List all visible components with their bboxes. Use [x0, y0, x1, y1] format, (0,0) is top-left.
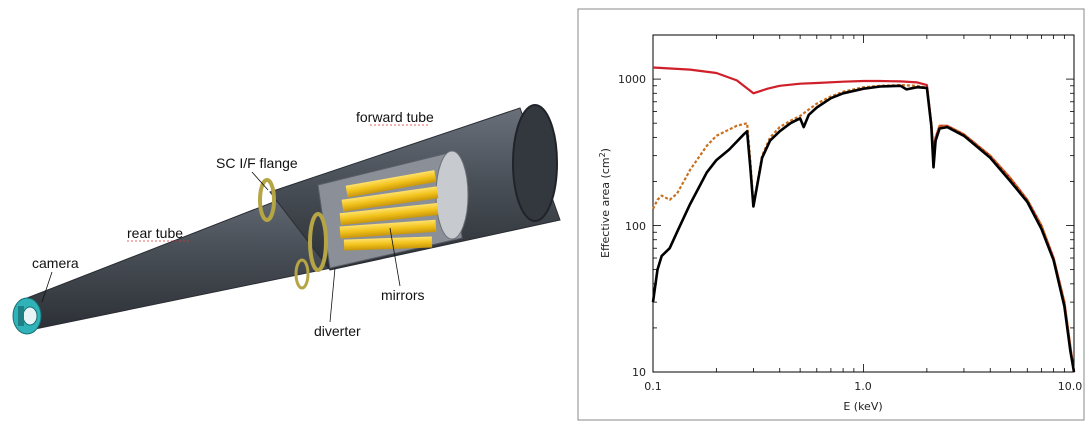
leader-sc-flange — [251, 171, 269, 191]
y-tick-label-100: 100 — [625, 220, 646, 233]
label-mirrors: mirrors — [381, 287, 425, 303]
diverter-ring — [308, 212, 328, 272]
y-tick-label-1000: 1000 — [618, 73, 646, 86]
leader-mirrors — [389, 227, 401, 287]
sc-flange-ring — [258, 178, 276, 222]
x-tick-label-10.0: 10.0 — [1058, 380, 1083, 393]
chart-frame — [577, 8, 1085, 421]
label-camera: camera — [32, 255, 79, 271]
series-layer — [651, 66, 1076, 373]
series-line-2 — [652, 84, 1076, 373]
mirror-shells — [339, 170, 439, 251]
label-rear-tube: rear tube — [127, 225, 183, 241]
telescope-illustration: forward tube SC I/F flange rear tube cam… — [12, 104, 561, 339]
forward-aperture — [512, 104, 558, 222]
leader-diverter — [329, 267, 336, 323]
label-diverter: diverter — [314, 323, 361, 339]
x-tick-label-0.1: 0.1 — [644, 380, 662, 393]
effective-area-chart: 1000 100 10 0.1 1.0 10.0 E (keV) Effecti… — [577, 8, 1085, 421]
camera-unit — [12, 297, 42, 335]
x-tick-label-1.0: 1.0 — [854, 380, 872, 393]
leader-camera — [41, 271, 53, 303]
mirror-rim — [435, 150, 469, 240]
x-axis-label: E (keV) — [843, 400, 882, 413]
minor-ticks — [652, 34, 1075, 373]
label-sc-flange: SC I/F flange — [216, 155, 298, 171]
y-tick-label-10: 10 — [632, 366, 646, 379]
label-forward-tube: forward tube — [356, 109, 434, 125]
y-axis-label: Effective area (cm2) — [598, 148, 612, 258]
aft-ring — [294, 258, 310, 290]
series-line-3 — [651, 84, 1076, 373]
